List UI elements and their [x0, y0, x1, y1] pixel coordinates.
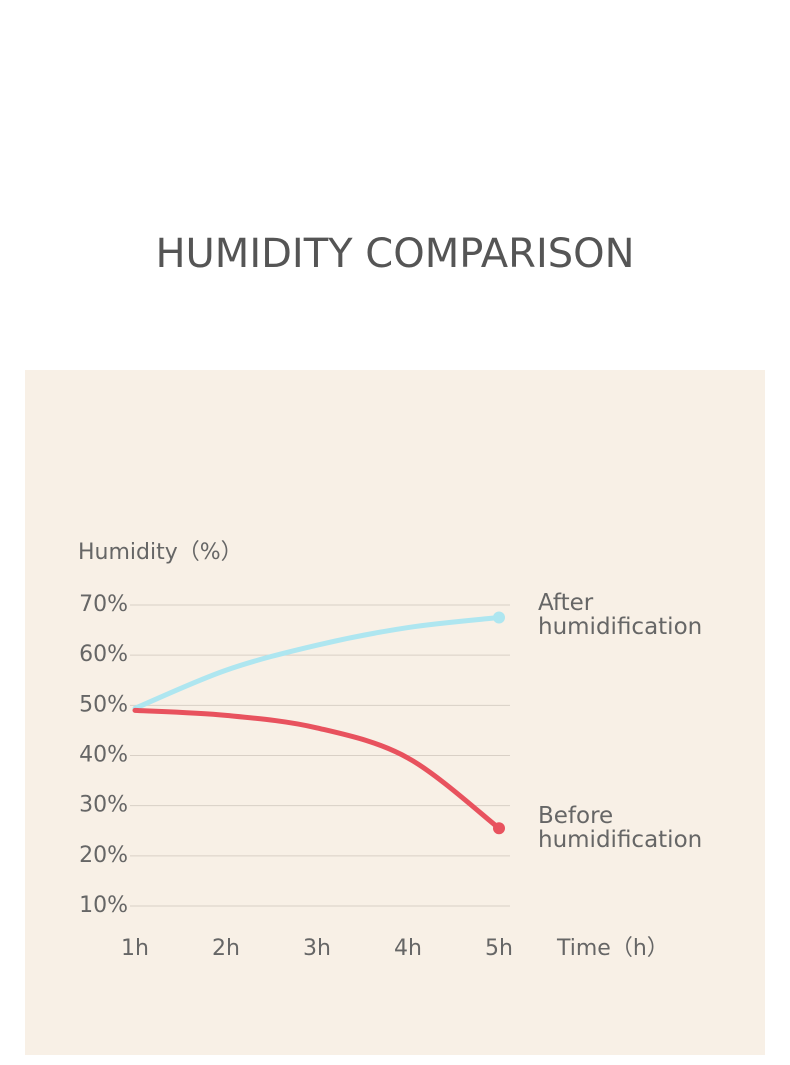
y-tick-label: 40%	[79, 743, 128, 768]
x-tick-label: 5h	[485, 936, 513, 961]
end-point	[493, 611, 505, 624]
x-tick-label: 3h	[303, 936, 331, 961]
y-tick-label: 50%	[79, 692, 128, 717]
series-line	[132, 707, 502, 831]
x-tick-label: 2h	[212, 936, 240, 961]
end-point	[493, 822, 505, 835]
y-tick-label: 60%	[79, 642, 128, 667]
chart-title: HUMIDITY COMPARISON	[155, 231, 634, 277]
y-tick-label: 30%	[79, 793, 128, 818]
legend-entry: Before humidification	[538, 803, 703, 853]
y-tick-label: 20%	[79, 843, 128, 868]
x-axis-label: Time（h）	[556, 936, 669, 961]
series-line	[132, 615, 502, 711]
y-tick-label: 70%	[79, 592, 128, 617]
x-tick-label: 4h	[394, 936, 422, 961]
legend-entry: After humidification	[538, 590, 703, 640]
x-tick-label: 1h	[121, 936, 149, 961]
y-tick-label: 10%	[79, 893, 128, 918]
y-axis-label: Humidity（%）	[78, 540, 243, 565]
